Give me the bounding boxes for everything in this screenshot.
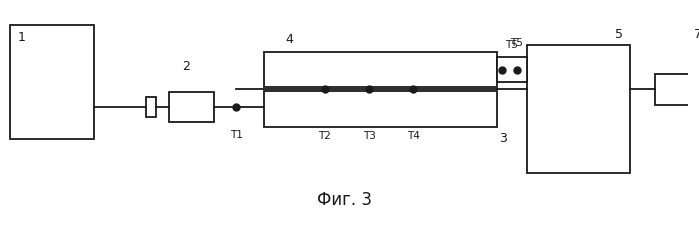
Text: T1: T1 [230, 129, 243, 139]
Text: 3: 3 [499, 131, 507, 144]
Text: Фиг. 3: Фиг. 3 [317, 190, 372, 208]
Text: 4: 4 [285, 33, 294, 46]
Text: 2: 2 [182, 59, 190, 72]
Bar [264, 53, 497, 88]
Bar [497, 58, 526, 83]
Bar [145, 98, 156, 117]
Bar [169, 93, 214, 122]
Text: 1: 1 [17, 31, 26, 44]
Text: 5: 5 [615, 28, 624, 41]
Bar [526, 46, 630, 173]
Bar [655, 74, 689, 106]
Bar [10, 26, 94, 139]
Text: T5: T5 [510, 38, 524, 48]
Bar [497, 61, 526, 80]
Bar [694, 82, 699, 98]
Text: T5: T5 [505, 40, 519, 50]
Text: T4: T4 [407, 130, 420, 140]
Text: T2: T2 [319, 130, 331, 140]
Text: 7: 7 [694, 28, 699, 41]
Bar [264, 92, 497, 127]
Text: T3: T3 [363, 130, 375, 140]
